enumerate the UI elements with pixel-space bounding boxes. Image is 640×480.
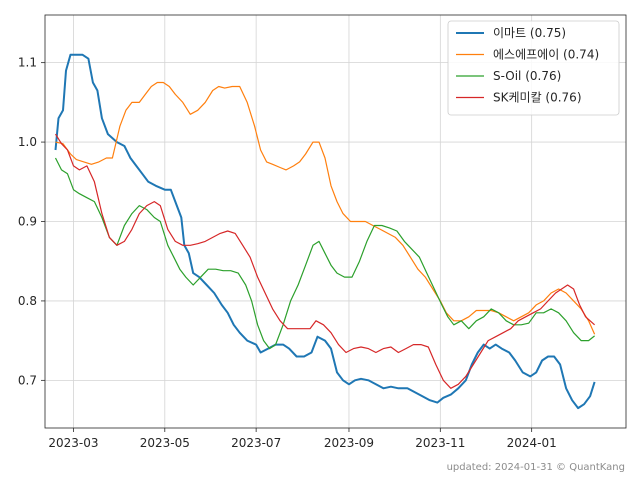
legend-label-1: 에스에프에이 (0.74)	[493, 48, 599, 62]
x-tick-label: 2023-07	[231, 436, 281, 450]
x-tick-label: 2023-11	[415, 436, 465, 450]
y-tick-label: 1.0	[18, 135, 37, 149]
legend: 이마트 (0.75) 에스에프에이 (0.74) S-Oil (0.76) SK케미칼…	[447, 20, 620, 116]
series-line-2	[54, 157, 595, 350]
legend-label-0: 이마트 (0.75)	[493, 26, 566, 40]
legend-label-2: S-Oil (0.76)	[493, 69, 561, 83]
series-line-3	[54, 133, 595, 389]
y-tick-label: 1.1	[18, 56, 37, 70]
y-tick-label: 0.7	[18, 373, 37, 387]
legend-box	[447, 20, 620, 116]
series-line-0	[54, 53, 596, 410]
legend-label-3: SK케미칼 (0.76)	[493, 91, 582, 105]
x-axis-ticks: 2023-03 2023-05 2023-07 2023-09 2023-11 2024-…	[48, 428, 557, 450]
y-tick-label: 0.8	[18, 294, 37, 308]
x-tick-label: 2023-05	[140, 436, 190, 450]
series-lines	[54, 53, 596, 410]
x-tick-label: 2023-03	[48, 436, 98, 450]
y-axis-ticks: 0.7 0.8 0.9 1.0 1.1	[18, 56, 45, 387]
x-tick-label: 2023-09	[324, 436, 374, 450]
x-tick-label: 2024-01	[507, 436, 557, 450]
footer-updated-text: updated: 2024-01-31 © QuantKang	[446, 462, 625, 473]
y-tick-label: 0.9	[18, 215, 37, 229]
